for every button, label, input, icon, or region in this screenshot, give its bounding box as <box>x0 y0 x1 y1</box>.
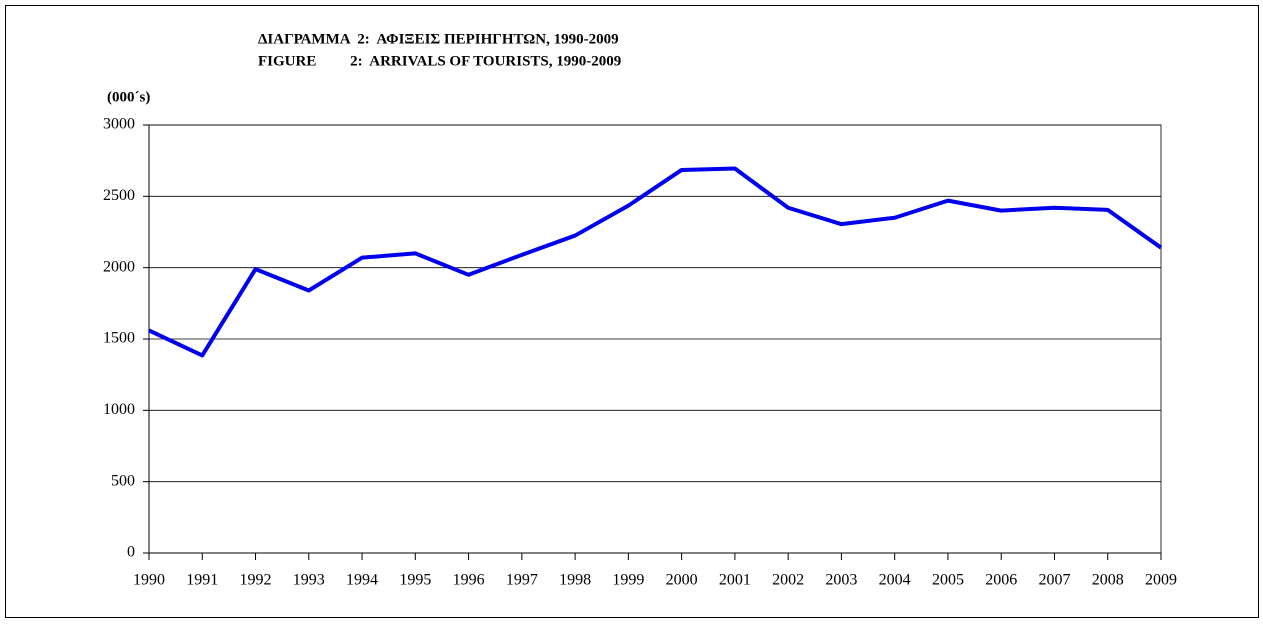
x-tick-label: 1999 <box>612 572 644 589</box>
chart-frame <box>5 5 1259 618</box>
x-tick-label: 1991 <box>186 572 218 589</box>
y-tick-label: 2500 <box>103 187 135 204</box>
x-tick-label: 2008 <box>1092 572 1124 589</box>
x-tick-label: 1992 <box>240 572 272 589</box>
x-tick-label: 1994 <box>346 572 378 589</box>
x-tick-label: 1997 <box>506 572 538 589</box>
x-tick-label: 1996 <box>453 572 485 589</box>
y-tick-label: 500 <box>111 472 135 489</box>
chart-title: FIGURE 2: ARRIVALS OF TOURISTS, 1990-200… <box>258 53 621 69</box>
x-tick-label: 2004 <box>879 572 911 589</box>
x-tick-label: 1993 <box>293 572 325 589</box>
y-axis-label: (000´s) <box>107 89 150 105</box>
x-tick-label: 2003 <box>825 572 857 589</box>
y-tick-label: 0 <box>127 544 135 561</box>
x-tick-label: 1995 <box>399 572 431 589</box>
x-tick-label: 2007 <box>1038 572 1070 589</box>
x-tick-label: 1998 <box>559 572 591 589</box>
x-tick-label: 2006 <box>985 572 1017 589</box>
x-tick-label: 2009 <box>1145 572 1177 589</box>
chart-title: ΔΙΑΓΡΑΜΜΑ 2: ΑΦΙΞΕΙΣ ΠΕΡΙΗΓΗΤΩΝ, 1990-20… <box>258 31 619 47</box>
x-tick-label: 2001 <box>719 572 751 589</box>
y-tick-label: 3000 <box>103 116 135 133</box>
x-tick-label: 2005 <box>932 572 964 589</box>
x-tick-label: 2000 <box>666 572 698 589</box>
y-tick-label: 1500 <box>103 330 135 347</box>
y-tick-label: 1000 <box>103 401 135 418</box>
x-tick-label: 2002 <box>772 572 804 589</box>
x-tick-label: 1990 <box>133 572 165 589</box>
y-tick-label: 2000 <box>103 258 135 275</box>
data-line <box>148 166 1163 358</box>
